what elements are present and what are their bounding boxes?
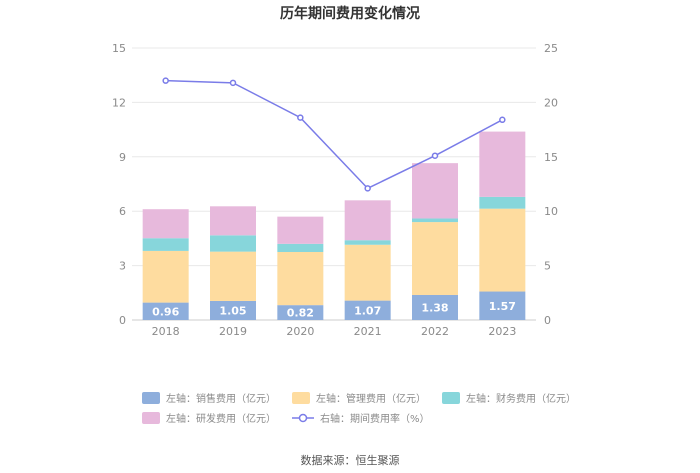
right-tick-label: 20 (544, 96, 558, 109)
legend-label-admin: 左轴：管理费用（亿元） (316, 394, 426, 405)
data-label: 1.57 (489, 300, 516, 313)
right-tick-label: 10 (544, 205, 558, 218)
bar-segment-2-2021[interactable] (344, 240, 391, 245)
legend-label-finance: 左轴：财务费用（亿元） (466, 394, 576, 405)
data-label: 1.38 (421, 301, 448, 314)
legend-item-expense-rate[interactable]: 右轴：期间费用率（%） (292, 410, 430, 425)
legend-swatch-rnd (142, 411, 160, 424)
legend-row-1: 左轴：销售费用（亿元） 左轴：管理费用（亿元） 左轴：财务费用（亿元） (142, 390, 592, 405)
x-tick-label: 2020 (286, 325, 314, 338)
bar-segment-0-2023[interactable] (479, 291, 526, 320)
right-tick-label: 5 (544, 260, 551, 273)
bar-segment-3-2022[interactable] (412, 163, 458, 219)
bar-segment-0-2018[interactable] (142, 302, 189, 320)
expense-rate-line (165, 79, 503, 190)
data-source-note: 数据来源：恒生聚源 (300, 454, 400, 467)
bar-segment-2-2018[interactable] (142, 238, 189, 251)
left-tick-label: 15 (112, 42, 126, 55)
x-tick-label: 2022 (421, 325, 449, 338)
bar-segment-2-2023[interactable] (479, 196, 526, 209)
bar-segment-0-2021[interactable] (344, 300, 391, 320)
legend-label-expense-rate: 右轴：期间费用率（%） (320, 414, 430, 425)
legend-label-sales: 左轴：销售费用（亿元） (166, 394, 276, 405)
x-tick-label: 2019 (219, 325, 247, 338)
bar-segment-1-2020[interactable] (277, 252, 324, 306)
bar-segment-3-2021[interactable] (344, 200, 391, 241)
legend-item-finance[interactable]: 左轴：财务费用（亿元） (442, 390, 576, 405)
bar-segment-3-2019[interactable] (210, 206, 256, 236)
bar-segment-3-2020[interactable] (277, 216, 324, 244)
legend-swatch-expense-rate (292, 413, 314, 422)
left-tick-label: 9 (119, 151, 126, 164)
x-tick-label: 2021 (354, 325, 382, 338)
gridlines (132, 47, 536, 321)
bar-segment-1-2022[interactable] (412, 222, 458, 295)
expense-rate-point[interactable] (431, 152, 439, 159)
data-label: 1.07 (354, 304, 381, 317)
bar-segment-1-2018[interactable] (142, 250, 189, 303)
chart-title: 历年期间费用变化情况 (280, 5, 420, 22)
expense-rate-point[interactable] (364, 185, 371, 192)
bar-segment-1-2023[interactable] (479, 208, 526, 292)
bar-segment-0-2019[interactable] (210, 300, 256, 320)
x-axis-labels: 2018 2019 2020 2021 2022 2023 (152, 325, 517, 338)
bar-segment-2-2019[interactable] (210, 235, 256, 252)
bar-segment-3-2018[interactable] (142, 209, 189, 239)
legend-swatch-admin (292, 391, 310, 404)
left-tick-label: 0 (119, 314, 126, 327)
data-label: 0.82 (287, 307, 314, 320)
right-tick-label: 25 (544, 42, 558, 55)
bar-segment-2-2022[interactable] (412, 218, 458, 223)
data-label: 0.96 (152, 305, 179, 318)
expense-rate-point[interactable] (162, 77, 169, 84)
expense-rate-point[interactable] (499, 116, 506, 124)
expense-rate-point[interactable] (229, 79, 237, 87)
legend-item-rnd[interactable]: 左轴：研发费用（亿元） (142, 410, 276, 425)
legend-item-admin[interactable]: 左轴：管理费用（亿元） (292, 390, 426, 405)
data-label: 1.05 (219, 304, 246, 317)
line-series (162, 77, 506, 192)
legend-swatch-finance (442, 391, 460, 404)
bar-segment-1-2019[interactable] (210, 251, 256, 301)
legend-row-2: 左轴：研发费用（亿元） 右轴：期间费用率（%） (142, 410, 446, 425)
left-tick-label: 12 (112, 96, 126, 109)
bar-segment-3-2023[interactable] (479, 131, 526, 197)
bar-series: 0.96 1.05 0.82 1.07 1.38 1.57 (142, 131, 526, 320)
legend-swatch-sales (142, 391, 160, 404)
right-tick-label: 0 (544, 314, 551, 327)
x-tick-label: 2018 (152, 325, 180, 338)
legend-label-rnd: 左轴：研发费用（亿元） (166, 414, 276, 425)
legend-item-sales[interactable]: 左轴：销售费用（亿元） (142, 390, 276, 405)
bar-segment-2-2020[interactable] (277, 243, 324, 252)
x-tick-label: 2023 (488, 325, 516, 338)
left-axis-ticks: 0 3 6 9 12 15 (112, 42, 126, 327)
right-axis-ticks: 0 5 10 15 20 25 (544, 42, 558, 327)
bar-segment-0-2020[interactable] (277, 305, 324, 320)
left-tick-label: 6 (119, 205, 126, 218)
bar-segment-0-2022[interactable] (412, 294, 458, 320)
left-tick-label: 3 (119, 260, 126, 273)
right-tick-label: 15 (544, 151, 558, 164)
bar-segment-1-2021[interactable] (344, 244, 391, 301)
expense-rate-point[interactable] (297, 114, 304, 121)
